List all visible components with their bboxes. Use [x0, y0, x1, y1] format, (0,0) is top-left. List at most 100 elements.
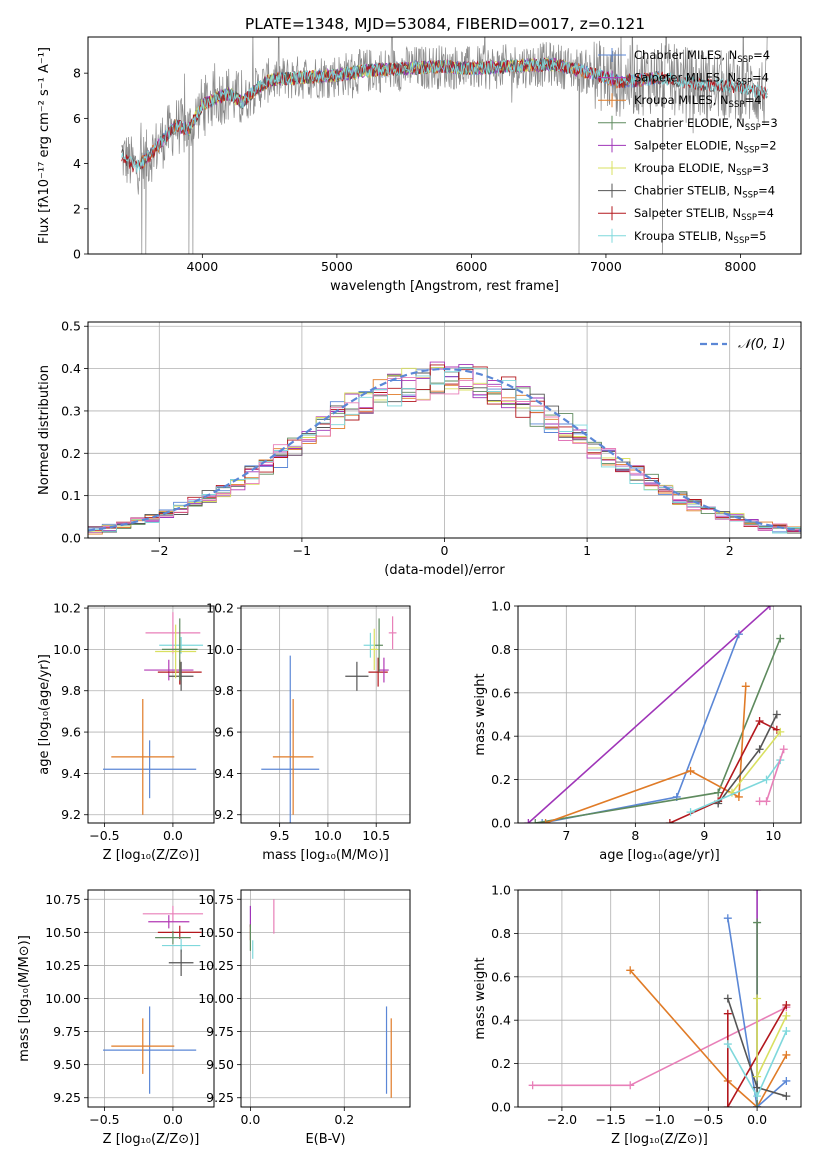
y-tick-label: 10.25: [45, 958, 81, 973]
legend-label: Kroupa ELODIE, NSSP=3: [634, 161, 769, 178]
x-tick-label: −0.5: [89, 828, 119, 843]
panel-age-vs-Z: −0.5 0.0 9.2 9.4 9.6 9.8 10.0 10.2 Z [log₁₀(Z/Z⊙…: [37, 601, 215, 863]
y-tick-label: 0.4: [491, 729, 511, 744]
weight-point-marker: [528, 1081, 537, 1090]
y-tick-label: 0.8: [491, 642, 511, 657]
x-axis-label: mass [log₁₀(M/M⊙)]: [262, 848, 389, 863]
legend-label: Kroupa STELIB, NSSP=5: [634, 229, 766, 246]
weight-point-marker: [626, 1081, 635, 1090]
legend-label: Chabrier ELODIE, NSSP=3: [634, 116, 778, 133]
y-tick-label: 0.0: [61, 531, 81, 546]
errorbar-point: [159, 637, 204, 654]
errorbar-point: [111, 1018, 175, 1074]
y-tick-label: 10.00: [198, 991, 234, 1006]
y-tick-label: 9.2: [214, 807, 234, 822]
errorbar-point: [379, 657, 389, 683]
weight-point-marker: [753, 1083, 762, 1092]
x-tick-label: 0.0: [747, 1112, 767, 1127]
x-tick-label: 8: [631, 828, 639, 843]
y-tick-label: 9.50: [206, 1057, 234, 1072]
x-axis-label: E(B-V): [305, 1132, 345, 1147]
weight-point-marker: [755, 797, 764, 806]
x-tick-label: 10: [765, 828, 781, 843]
weight-point-marker: [782, 1076, 791, 1085]
errorbar-point: [168, 661, 194, 691]
axes-frame: [517, 605, 802, 824]
weight-point-marker: [755, 717, 764, 726]
axes-frame: [87, 889, 215, 1108]
x-axis-label: Z [log₁₀(Z/Z⊙)]: [103, 1132, 200, 1147]
x-tick-label: 0.0: [240, 1112, 260, 1127]
legend: Chabrier MILES, NSSP=4 Salpeter MILES, NS…: [598, 48, 778, 246]
errorbar-point: [363, 632, 378, 658]
y-tick-label: 0.6: [491, 685, 511, 700]
weight-point-marker: [665, 819, 674, 823]
x-tick-label: 9: [700, 828, 708, 843]
y-tick-label: 0.2: [491, 772, 511, 787]
legend: 𝒩(0, 1): [700, 337, 785, 352]
plot-area: [241, 890, 410, 1107]
plot-area: [241, 606, 410, 823]
weight-point-marker: [782, 1001, 791, 1010]
x-tick-label: 10.5: [362, 828, 390, 843]
errorbar-point: [261, 655, 320, 823]
x-tick-label: 0.2: [334, 1112, 354, 1127]
weight-point-marker: [734, 630, 743, 639]
y-axis-label: mass weight: [473, 957, 488, 1039]
weight-point-marker: [753, 1092, 762, 1101]
weight-point-marker: [714, 788, 723, 797]
errorbar-point: [388, 616, 397, 650]
errorbar-point: [142, 905, 204, 922]
y-tick-label: 0.0: [491, 1100, 511, 1115]
panel-weight-vs-age: 7 8 9 10 0.0 0.2 0.4 0.6 0.8 1.0 age [log₁₀(age/yr…: [473, 599, 802, 863]
weight-point-marker: [762, 775, 771, 784]
weight-point-marker: [753, 1072, 762, 1081]
y-tick-label: 10.00: [45, 991, 81, 1006]
x-tick-label: 0: [441, 543, 449, 558]
x-tick-label: 6000: [455, 259, 487, 274]
weight-point-marker: [723, 1103, 732, 1107]
model-spectrum-line: [121, 57, 768, 173]
x-tick-label: −1.0: [644, 1112, 674, 1127]
weight-point-marker: [524, 819, 533, 823]
y-tick-label: 10.75: [45, 892, 81, 907]
y-axis-label: mass [log₁₀(M/M⊙)]: [17, 935, 32, 1062]
legend-label: Salpeter ELODIE, NSSP=2: [634, 138, 777, 155]
x-tick-label: 2: [726, 543, 734, 558]
errorbar-point: [111, 699, 175, 815]
legend-label: Chabrier MILES, NSSP=4: [634, 48, 770, 65]
y-tick-label: 10.0: [206, 642, 234, 657]
x-tick-label: 7000: [590, 259, 622, 274]
plot-area: [121, 37, 768, 254]
x-axis-label: wavelength [Angstrom, rest frame]: [330, 279, 559, 294]
weight-series-line: [727, 918, 787, 1107]
y-tick-label: 10.50: [198, 925, 234, 940]
weight-point-marker: [782, 1092, 791, 1101]
y-tick-label: 0.4: [491, 1013, 511, 1028]
y-tick-label: 9.4: [214, 766, 234, 781]
errorbar-point: [103, 1006, 197, 1094]
axes-frame: [87, 36, 802, 255]
errorbar-point: [148, 915, 190, 929]
weight-point-marker: [753, 890, 762, 894]
weight-point-marker: [755, 745, 764, 754]
x-tick-label: 0.0: [163, 1112, 183, 1127]
y-tick-label: 8: [73, 66, 81, 81]
weight-point-marker: [686, 808, 695, 817]
errorbar-point: [375, 618, 383, 673]
y-tick-label: 10.75: [198, 892, 234, 907]
x-tick-label: 0.0: [163, 828, 183, 843]
x-tick-label: 7: [562, 828, 570, 843]
panel-weight-vs-Z: −2.0 −1.5 −1.0 −0.5 0.0 0.0 0.2 0.4 0.6 0.8 1.0 Z […: [473, 883, 802, 1147]
x-tick-label: 1: [583, 543, 591, 558]
panel-spectrum: 4000 5000 6000 7000 8000 0 2 4 6 8 wavelength [Ang…: [37, 36, 802, 294]
normal-distribution-curve: [88, 367, 801, 532]
y-tick-label: 10.2: [53, 601, 81, 616]
plot-area: [88, 890, 214, 1107]
y-tick-label: 0.2: [491, 1056, 511, 1071]
y-tick-label: 9.2: [61, 807, 81, 822]
x-axis-label: age [log₁₀(age/yr)]: [599, 848, 720, 863]
y-axis-label: age [log₁₀(age/yr)]: [37, 654, 52, 775]
panel-mass-vs-Z: −0.5 0.0 9.25 9.50 9.75 10.00 10.25 10.50 10.75 Z…: [17, 889, 215, 1147]
errorbar-point: [155, 624, 197, 679]
